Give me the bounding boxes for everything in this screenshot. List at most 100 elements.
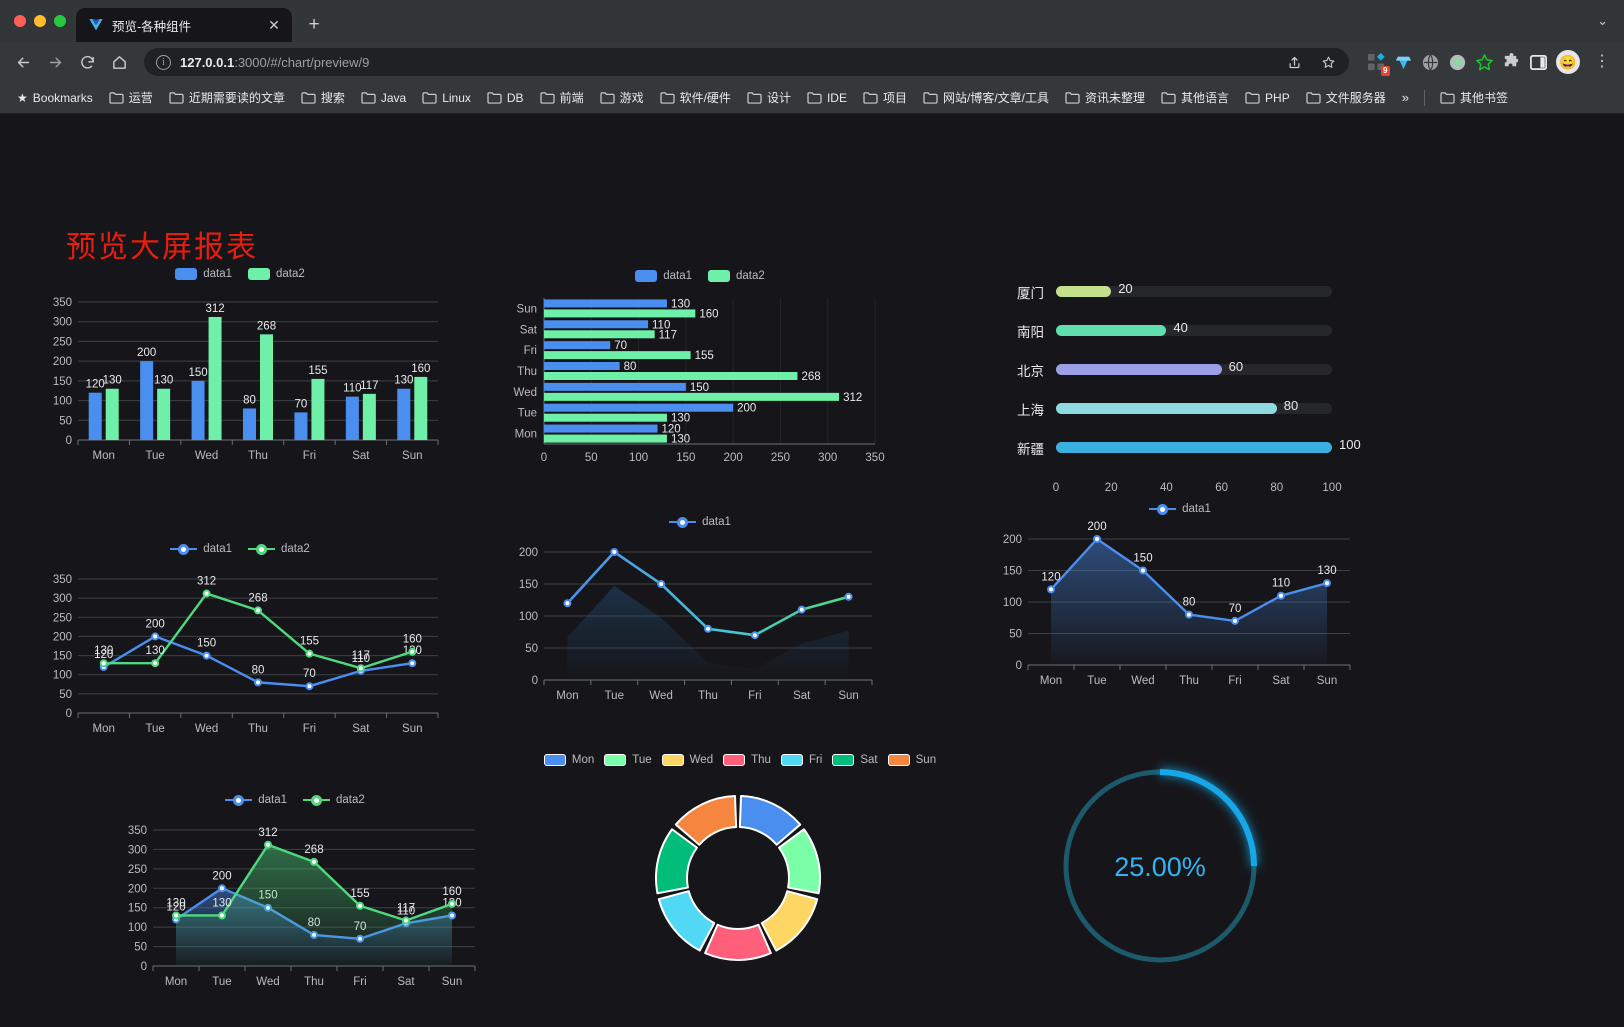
svg-text:250: 250 xyxy=(53,336,72,348)
tab-list-chevron-down-icon[interactable]: ⌄ xyxy=(1597,13,1608,28)
bookmarks-overflow-button[interactable]: » xyxy=(1401,90,1409,105)
legend-item-tue[interactable]: Tue xyxy=(604,754,652,766)
folder-icon xyxy=(807,91,822,104)
folder-icon xyxy=(1065,91,1080,104)
bookmark-folder-14[interactable]: 其他语言 xyxy=(1154,86,1236,109)
bookmark-folder-1[interactable]: 近期需要读的文章 xyxy=(162,86,292,109)
legend-item-data2[interactable]: data2 xyxy=(248,543,310,555)
svg-text:Sat: Sat xyxy=(397,976,415,988)
bookmark-folder-list: 运营 近期需要读的文章 搜索 Java Linux DB 前端 游戏 软件/硬件 设计 IDE 项目 网… xyxy=(102,86,1393,109)
bookmark-folder-9[interactable]: 设计 xyxy=(740,86,798,109)
chart-line-double: data1 data2 0 50 100 150 200 250 300 350 Mon Tue W… xyxy=(30,539,450,754)
chart-gauge: 25.00% xyxy=(1045,744,1275,989)
reload-button[interactable] xyxy=(72,47,102,77)
site-info-icon[interactable]: i xyxy=(156,54,171,70)
svg-text:50: 50 xyxy=(525,643,538,655)
new-tab-button[interactable]: + xyxy=(308,14,320,35)
legend-item-data2[interactable]: data2 xyxy=(708,270,765,282)
url-path: :3000/#/chart/preview/9 xyxy=(234,54,370,70)
legend-item-data2[interactable]: data2 xyxy=(303,794,365,806)
progress-track[interactable]: 40 xyxy=(1056,320,1332,336)
folder-icon xyxy=(863,91,878,104)
legend-item-mon[interactable]: Mon xyxy=(543,754,594,766)
progress-label: 厦门 xyxy=(1017,285,1044,301)
close-tab-button[interactable]: ✕ xyxy=(268,16,280,33)
legend-swatch xyxy=(248,268,270,280)
bookmark-folder-6[interactable]: 前端 xyxy=(533,86,591,109)
svg-text:160: 160 xyxy=(411,363,430,375)
home-button[interactable] xyxy=(104,47,134,77)
legend-item-sun[interactable]: Sun xyxy=(887,754,936,766)
bookmark-folder-0[interactable]: 运营 xyxy=(102,86,160,109)
svg-text:200: 200 xyxy=(519,547,538,559)
bookmark-folder-3[interactable]: Java xyxy=(354,88,413,108)
page-title: 预览大屏报表 xyxy=(66,231,258,264)
bookmark-folder-4[interactable]: Linux xyxy=(415,88,478,108)
bookmark-folder-13[interactable]: 资讯未整理 xyxy=(1058,86,1152,109)
legend-item-sat[interactable]: Sat xyxy=(832,754,878,766)
svg-text:Wed: Wed xyxy=(195,450,218,462)
svg-text:Wed: Wed xyxy=(195,723,218,735)
svg-text:200: 200 xyxy=(724,452,743,464)
browser-tab[interactable]: 预览-各种组件 ✕ xyxy=(76,8,292,42)
back-button[interactable] xyxy=(8,47,38,77)
svg-text:Mon: Mon xyxy=(556,690,578,702)
bookmark-folder-12[interactable]: 网站/博客/文章/工具 xyxy=(916,86,1056,109)
minimize-window-button[interactable] xyxy=(34,15,46,27)
sidepanel-icon[interactable] xyxy=(1529,53,1548,72)
svg-text:130: 130 xyxy=(671,413,690,425)
svg-text:80: 80 xyxy=(624,361,637,373)
dashboard-page: 预览大屏报表 data1 data2 0 50 100 150 200 250 300 350… xyxy=(0,114,1624,1027)
progress-track[interactable]: 80 xyxy=(1056,398,1332,414)
bookmarks-root[interactable]: ★ Bookmarks xyxy=(10,88,100,108)
bookmark-folder-11[interactable]: 项目 xyxy=(856,86,914,109)
browser-menu-button[interactable]: ⋮ xyxy=(1594,53,1610,70)
diamond-icon[interactable] xyxy=(1394,53,1413,72)
star-outline-icon[interactable] xyxy=(1475,53,1494,72)
bookmark-folder-5[interactable]: DB xyxy=(480,88,531,108)
bookmark-star-icon[interactable] xyxy=(1313,47,1343,77)
legend-item-data1[interactable]: data1 xyxy=(170,543,232,555)
legend-item-thu[interactable]: Thu xyxy=(723,754,771,766)
bookmark-folder-10[interactable]: IDE xyxy=(800,88,854,108)
address-bar[interactable]: i 127.0.0.1:3000/#/chart/preview/9 xyxy=(144,48,1349,76)
legend-item-data1[interactable]: data1 xyxy=(1149,503,1211,515)
maximize-window-button[interactable] xyxy=(54,15,66,27)
legend-item-wed[interactable]: Wed xyxy=(661,754,714,766)
share-icon[interactable] xyxy=(1279,47,1309,77)
bookmark-folder-16[interactable]: 文件服务器 xyxy=(1299,86,1393,109)
progress-track[interactable]: 100 xyxy=(1056,437,1361,453)
bookmark-folder-7[interactable]: 游戏 xyxy=(593,86,651,109)
bookmark-folder-15[interactable]: PHP xyxy=(1238,88,1297,108)
bookmark-folder-other[interactable]: 其他书签 xyxy=(1433,86,1515,109)
progress-track[interactable]: 60 xyxy=(1056,359,1332,375)
progress-track[interactable]: 20 xyxy=(1056,281,1332,297)
svg-text:Mon: Mon xyxy=(165,976,187,988)
legend-swatch xyxy=(832,754,855,766)
svg-text:200: 200 xyxy=(212,870,231,882)
legend-label: data1 xyxy=(1182,503,1211,515)
legend-label: Wed xyxy=(689,754,714,766)
bookmark-folder-2[interactable]: 搜索 xyxy=(294,86,352,109)
legend-item-data2[interactable]: data2 xyxy=(248,268,305,280)
puzzle-grid-icon[interactable]: 9 xyxy=(1367,52,1390,76)
progress-value: 80 xyxy=(1283,398,1299,413)
legend-item-fri[interactable]: Fri xyxy=(780,754,822,766)
chart-donut: Mon Tue Wed Thu Fri Sat Sun xyxy=(540,754,940,1014)
svg-text:350: 350 xyxy=(53,297,72,309)
legend-item-data1[interactable]: data1 xyxy=(669,516,731,528)
puzzle-icon[interactable] xyxy=(1502,52,1521,72)
legend-item-data1[interactable]: data1 xyxy=(175,268,232,280)
bookmark-folder-8[interactable]: 软件/硬件 xyxy=(653,86,738,109)
forward-button[interactable] xyxy=(40,47,70,77)
legend-item-data1[interactable]: data1 xyxy=(635,270,692,282)
legend-line-marker xyxy=(170,543,198,555)
svg-text:250: 250 xyxy=(53,612,72,624)
legend-item-data1[interactable]: data1 xyxy=(225,794,287,806)
svg-text:312: 312 xyxy=(197,576,216,588)
svg-text:160: 160 xyxy=(699,308,718,320)
globe-icon[interactable] xyxy=(1421,53,1440,72)
circle-icon[interactable] xyxy=(1448,53,1467,72)
close-window-button[interactable] xyxy=(14,15,26,27)
profile-avatar[interactable]: 😄 xyxy=(1556,50,1580,74)
